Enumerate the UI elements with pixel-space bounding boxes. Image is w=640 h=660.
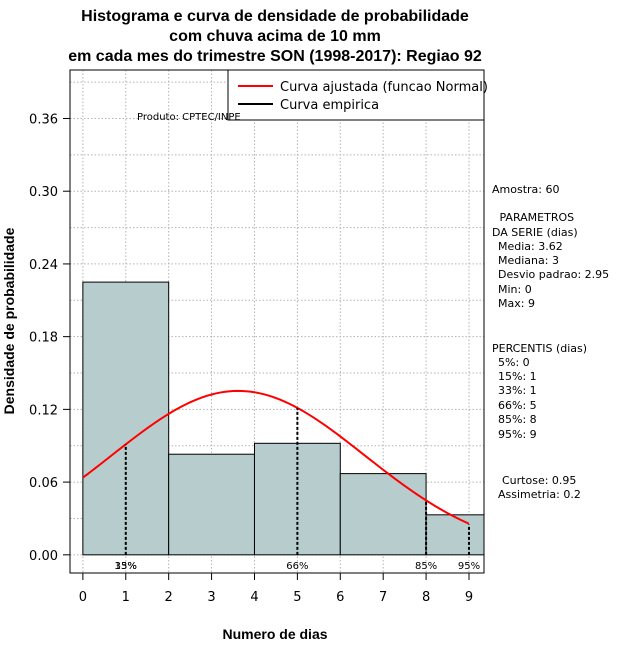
stat-mean: Media: 3.62 (498, 240, 563, 253)
y-tick-label: 0.30 (29, 185, 58, 200)
x-tick-label: 5 (293, 590, 301, 605)
percentile-labels: 15%33% 66% 85% 95% (115, 561, 480, 572)
chart-title: Histograma e curva de densidade de proba… (68, 8, 482, 65)
stat-skewness: Assimetria: 0.2 (498, 488, 581, 501)
x-tick-label: 0 (79, 590, 87, 605)
normal-curve-line (82, 389, 470, 525)
x-tick-label: 6 (336, 590, 344, 605)
stat-p66: 66%: 5 (498, 399, 537, 412)
histogram-bar-2 (168, 453, 255, 556)
percentile-label: 95% (458, 561, 480, 572)
histogram-bars (82, 281, 485, 556)
y-tick-label: 0.06 (29, 476, 58, 491)
y-axis-label: Densidade de probabilidade (1, 227, 17, 414)
stat-p33: 33%: 1 (498, 384, 537, 397)
x-tick-label: 9 (465, 590, 473, 605)
normal-curve (82, 389, 470, 525)
stat-params-header: PARAMETROS (496, 211, 574, 224)
x-tick-label: 1 (122, 590, 130, 605)
stat-p15: 15%: 1 (498, 370, 537, 383)
chart-title-line-1: Histograma e curva de densidade de proba… (81, 8, 469, 25)
x-tick-label: 2 (165, 590, 173, 605)
percentile-label: 33% (115, 561, 137, 572)
stat-percentiles-header: PERCENTIS (dias) (492, 342, 587, 355)
x-axis: 0 1 2 3 4 5 6 7 8 9 (79, 572, 473, 605)
stat-max: Max: 9 (498, 297, 535, 310)
percentile-label: 15% (115, 561, 137, 572)
stat-median: Mediana: 3 (498, 254, 559, 267)
histogram-bar-5 (425, 514, 485, 556)
y-tick-label: 0.18 (29, 331, 58, 346)
stat-params-subheader: DA SERIE (dias) (492, 226, 578, 239)
legend-label-fit: Curva ajustada (funcao Normal) (280, 80, 488, 95)
percentile-label: 66% (286, 561, 308, 572)
statistics-panel: Amostra: 60 PARAMETROS DA SERIE (dias) M… (492, 183, 609, 501)
legend: Curva ajustada (funcao Normal) Curva emp… (227, 69, 488, 121)
percentile-lines (124, 408, 470, 555)
percentile-label: 85% (415, 561, 437, 572)
chart-title-line-2: com chuva acima de 10 mm (169, 28, 381, 45)
chart-title-line-3: em cada mes do trimestre SON (1998-2017)… (68, 48, 482, 65)
y-tick-label: 0.00 (29, 549, 58, 564)
x-tick-label: 7 (379, 590, 387, 605)
stat-p5: 5%: 0 (498, 356, 530, 369)
stat-p85: 85%: 8 (498, 413, 537, 426)
stat-kurtosis: Curtose: 0.95 (502, 474, 576, 487)
x-tick-label: 8 (422, 590, 430, 605)
x-tick-label: 4 (250, 590, 258, 605)
y-axis: 0.00 0.06 0.12 0.18 0.24 0.30 0.36 (29, 112, 71, 564)
stat-p95: 95%: 9 (498, 428, 537, 441)
histogram-bar-4 (339, 473, 427, 556)
stat-sd: Desvio padrao: 2.95 (498, 268, 609, 281)
credit-text: Produto: CPTEC/INPE (137, 112, 241, 123)
legend-box (227, 69, 485, 121)
x-tick-label: 3 (207, 590, 215, 605)
y-tick-label: 0.12 (29, 403, 58, 418)
legend-label-empirical: Curva empirica (280, 98, 379, 113)
stat-sample: Amostra: 60 (492, 183, 559, 196)
y-tick-label: 0.36 (29, 112, 58, 127)
x-axis-label: Numero de dias (222, 626, 327, 642)
stat-min: Min: 0 (498, 283, 532, 296)
y-tick-label: 0.24 (29, 258, 58, 273)
